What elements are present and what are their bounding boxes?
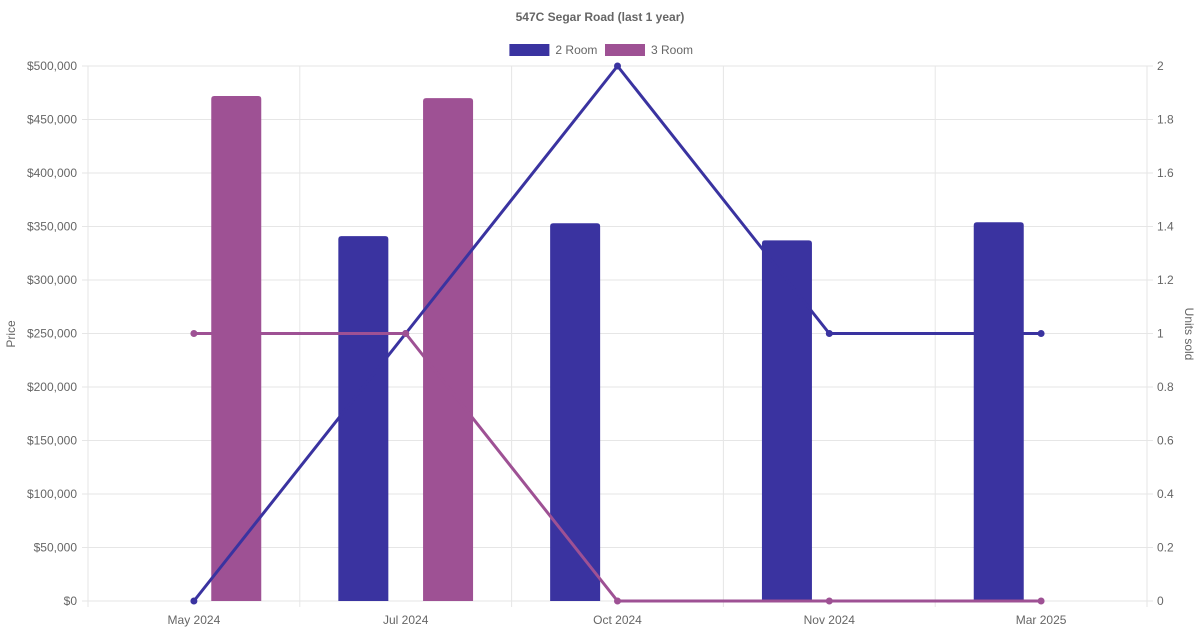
line-point[interactable]	[614, 62, 621, 70]
y-left-tick-label: $450,000	[27, 113, 77, 127]
x-tick-label: Mar 2025	[1016, 613, 1067, 627]
y-left-tick-label: $100,000	[27, 487, 77, 501]
line-point[interactable]	[825, 597, 833, 605]
y-right-tick-label: 0.6	[1157, 434, 1174, 448]
series-line	[193, 332, 1042, 603]
bar[interactable]	[338, 236, 389, 601]
y-left-tick-label: $400,000	[27, 166, 77, 180]
y-left-tick-label: $250,000	[27, 327, 77, 341]
x-tick-label: May 2024	[168, 613, 221, 627]
y-left-tick-label: $200,000	[27, 380, 77, 394]
y-right-tick-label: 0.8	[1157, 380, 1174, 394]
x-axis-ticks: May 2024 Jul 2024 Oct 2024 Nov 2024 Mar 2025	[168, 613, 1067, 627]
bar[interactable]	[423, 98, 474, 601]
line-point[interactable]	[614, 597, 621, 605]
line-point[interactable]	[825, 330, 833, 337]
x-tick-label: Nov 2024	[804, 613, 856, 627]
line-point[interactable]	[1037, 330, 1045, 337]
lines-layer	[190, 62, 1045, 605]
y-right-tick-label: 2	[1157, 59, 1164, 73]
y-left-tick-label: $0	[64, 594, 78, 608]
line-point[interactable]	[402, 330, 410, 337]
y-right-tick-label: 1.8	[1157, 113, 1174, 127]
y-left-tick-label: $150,000	[27, 434, 77, 448]
legend-label: 2 Room	[555, 43, 597, 57]
legend-label: 3 Room	[651, 43, 693, 57]
y-right-tick-label: 0.4	[1157, 487, 1174, 501]
chart-title: 547C Segar Road (last 1 year)	[516, 10, 685, 24]
y-right-tick-label: 0	[1157, 594, 1164, 608]
legend-swatch	[605, 44, 645, 56]
y-axis-right-label: Units sold	[1182, 308, 1196, 361]
y-right-tick-label: 1.6	[1157, 166, 1174, 180]
right-axis-ticks: 0 0.2 0.4 0.6 0.8 1 1.2 1.4 1.6 1.8 2	[1157, 59, 1174, 608]
line-point[interactable]	[1037, 597, 1045, 605]
line-point[interactable]	[190, 330, 198, 337]
legend-item[interactable]: 3 Room	[605, 43, 693, 57]
y-left-tick-label: $300,000	[27, 273, 77, 287]
y-right-tick-label: 1.4	[1157, 220, 1174, 234]
bar[interactable]	[973, 222, 1024, 601]
legend-item[interactable]: 2 Room	[509, 43, 597, 57]
bars-layer	[211, 95, 1024, 602]
y-left-tick-label: $50,000	[34, 541, 78, 555]
y-left-tick-label: $500,000	[27, 59, 77, 73]
bar[interactable]	[211, 95, 262, 602]
bar[interactable]	[761, 240, 812, 601]
y-right-tick-label: 1.2	[1157, 273, 1174, 287]
legend[interactable]: 2 Room 3 Room	[509, 43, 693, 57]
left-axis-ticks: $0 $50,000 $100,000 $150,000 $200,000 $250,00…	[27, 59, 77, 608]
y-right-tick-label: 0.2	[1157, 541, 1174, 555]
x-tick-label: Oct 2024	[593, 613, 642, 627]
legend-swatch	[509, 44, 550, 56]
line-point[interactable]	[190, 597, 198, 605]
bar[interactable]	[550, 223, 601, 602]
x-tick-label: Jul 2024	[383, 613, 429, 627]
y-axis-left-label: Price	[4, 320, 18, 348]
y-left-tick-label: $350,000	[27, 220, 77, 234]
y-right-tick-label: 1	[1157, 327, 1164, 341]
